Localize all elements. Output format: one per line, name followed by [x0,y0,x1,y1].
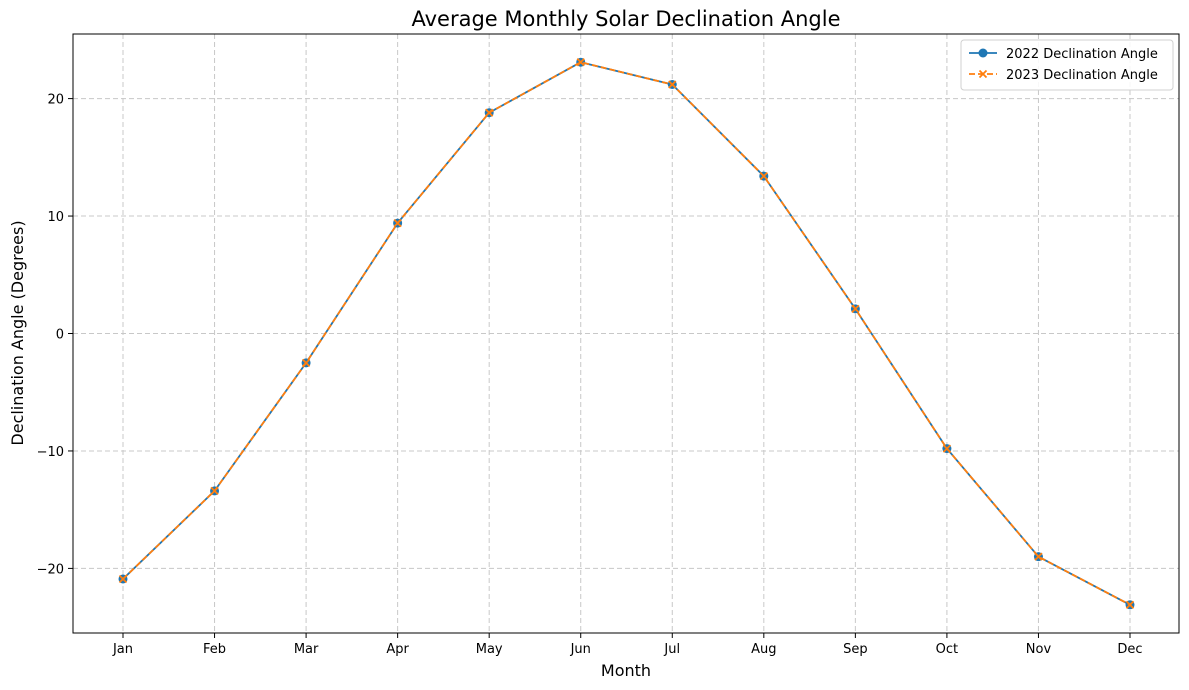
x-marker-stroke [851,304,860,313]
y-tick-label: 20 [47,93,64,108]
series-2-point [759,171,768,181]
x-tick-label: Dec [1117,642,1142,657]
series-2-point [576,58,585,67]
x-marker-stroke [118,574,128,584]
series-2-point [393,218,402,228]
series-2-point [1125,600,1135,609]
legend-box [960,39,1174,91]
series-2-point [851,304,860,313]
x-tick-label: May [476,642,503,657]
x-marker-stroke [301,358,311,367]
series-2-point [942,444,952,453]
chart-title: Average Monthly Solar Declination Angle [411,7,840,31]
y-axis-title: Declination Angle (Degrees) [8,220,27,445]
x-axis-title: Month [601,661,651,680]
series-2-point [210,486,219,496]
x-tick-label: Jan [112,642,133,657]
legend-label-1: 2022 Declination Angle [1006,47,1158,62]
x-tick-label: Nov [1026,642,1052,657]
series-2-point [301,358,311,367]
x-marker-stroke [485,108,494,117]
x-marker-stroke [393,218,402,228]
x-marker-stroke [978,69,988,79]
x-marker-stroke [576,58,585,67]
grid [73,34,1179,633]
x-marker-stroke [668,80,677,89]
series-2-point [668,80,677,89]
legend: 2022 Declination Angle 2023 Declination A… [960,39,1174,91]
x-tick-label: Oct [936,642,958,657]
x-marker-stroke [942,444,952,453]
x-marker-stroke [1034,552,1043,561]
series-2-point [118,574,128,584]
series-line-1 [122,61,1131,606]
x-tick-label: Apr [386,642,409,657]
x-tick-label: Jun [570,642,591,657]
series-2-point [1034,552,1043,561]
series-layer [118,57,1135,610]
legend-label-2: 2023 Declination Angle [1006,68,1158,83]
x-tick-label: Feb [203,642,226,657]
y-tick-label: −10 [37,445,64,460]
series-2-point [485,108,494,117]
x-tick-label: Jul [663,642,680,657]
y-tick-label: 10 [47,210,64,225]
x-tick-label: Aug [751,642,776,657]
x-marker-stroke [210,486,219,496]
x-tick-label: Sep [843,642,868,657]
legend-marker-2 [978,69,988,79]
x-marker-stroke [1125,600,1135,609]
legend-marker-1 [978,48,988,58]
y-tick-label: 0 [56,328,64,343]
x-marker-stroke [759,171,768,181]
x-tick-label: Mar [294,642,319,657]
axes: Jan Feb Mar Apr May Jun Jul Aug Sep Oct Nov Dec −20 −… [37,93,1143,657]
y-tick-label: −20 [37,562,64,577]
